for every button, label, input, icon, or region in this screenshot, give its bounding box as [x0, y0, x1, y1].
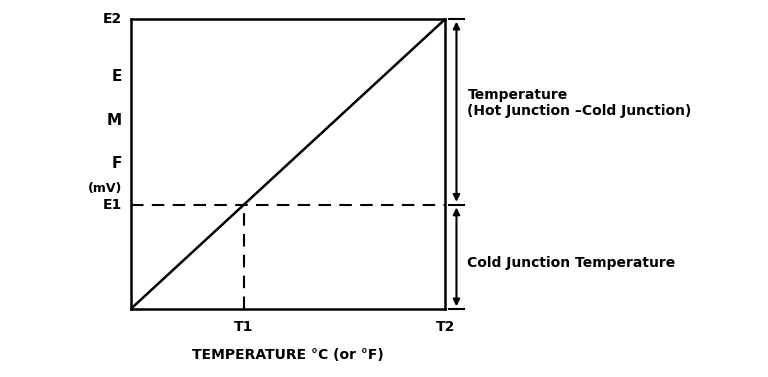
Text: Temperature
(Hot Junction –Cold Junction): Temperature (Hot Junction –Cold Junction… [468, 88, 692, 118]
Text: E: E [112, 69, 122, 84]
Text: T1: T1 [234, 320, 253, 334]
Text: (mV): (mV) [88, 182, 122, 195]
Text: E2: E2 [103, 12, 122, 26]
Text: Cold Junction Temperature: Cold Junction Temperature [468, 256, 676, 270]
Text: TEMPERATURE °C (or °F): TEMPERATURE °C (or °F) [192, 348, 384, 362]
Text: E1: E1 [103, 198, 122, 211]
Text: F: F [112, 156, 122, 172]
Text: T2: T2 [435, 320, 455, 334]
Text: M: M [107, 113, 122, 128]
